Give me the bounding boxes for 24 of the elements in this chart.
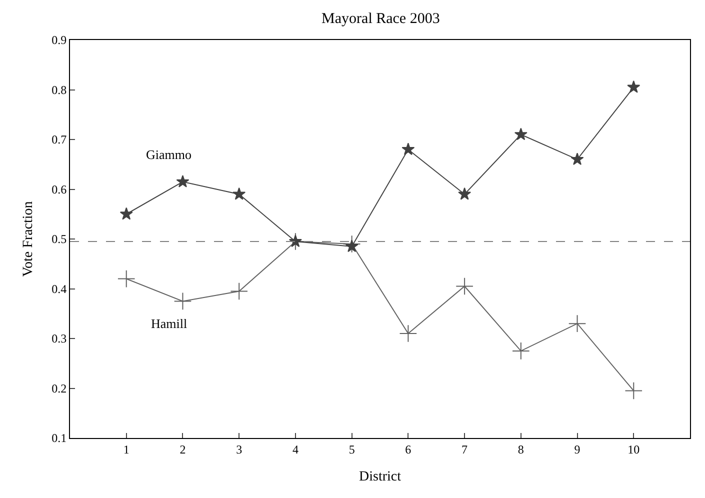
x-tick-label: 6 — [405, 442, 412, 456]
x-tick-label: 9 — [574, 442, 580, 456]
y-tick-label: 0.6 — [52, 182, 67, 196]
x-tick-label: 5 — [348, 442, 355, 456]
x-tick-label: 4 — [292, 442, 298, 456]
chart-title: Mayoral Race 2003 — [322, 10, 440, 27]
y-tick-label: 0.2 — [52, 381, 67, 396]
x-tick-label: 3 — [236, 442, 242, 456]
y-tick-label: 0.1 — [52, 431, 67, 446]
y-tick-label: 0.7 — [52, 132, 67, 147]
x-tick-label: 1 — [123, 442, 130, 456]
x-tick-label: 7 — [462, 442, 468, 456]
y-tick-label: 0.8 — [52, 82, 67, 97]
x-tick-label: 8 — [518, 442, 524, 456]
y-axis-title: Vote Fraction — [21, 201, 36, 277]
x-axis-title: District — [359, 470, 402, 485]
y-tick-label: 0.4 — [52, 282, 67, 296]
y-tick-label: 0.5 — [52, 232, 67, 246]
series-label: Giammo — [146, 147, 192, 162]
x-tick-label: 2 — [180, 442, 186, 456]
y-tick-label: 0.9 — [52, 33, 67, 48]
series-label: Hamill — [151, 316, 188, 331]
x-tick-label: 10 — [628, 442, 640, 456]
y-tick-label: 0.3 — [52, 332, 67, 346]
